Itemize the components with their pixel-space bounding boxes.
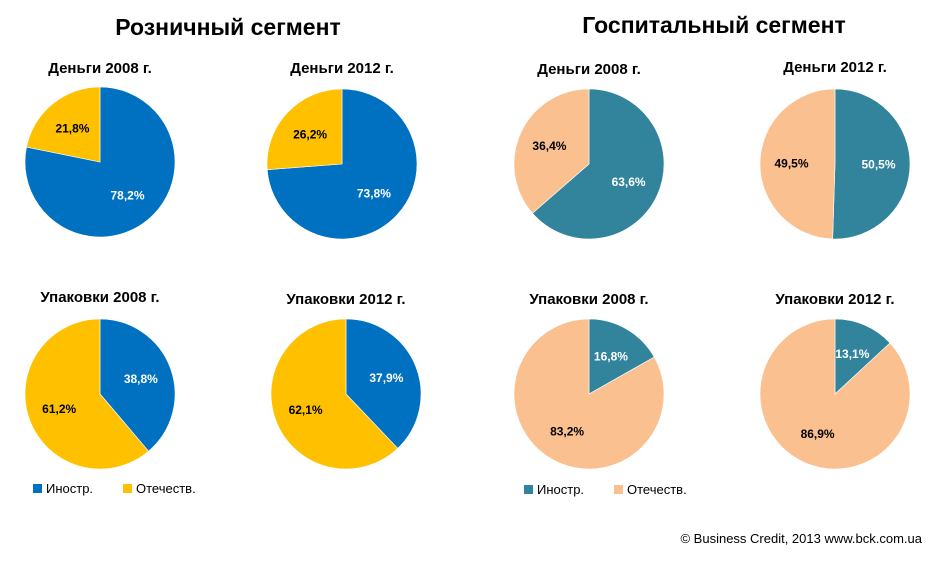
pie-slice-label: 37,9%	[369, 371, 403, 385]
pie-chart: Деньги 2012 г. 73,8% 26,2%	[266, 60, 418, 240]
pie-slice-label: 21,8%	[55, 121, 89, 135]
pie-title: Деньги 2008 г.	[537, 61, 641, 78]
pie-slice	[99, 318, 176, 452]
hospital-segment-title: Госпитальный сегмент	[582, 12, 845, 38]
pie-slice	[26, 86, 101, 163]
pie-title: Упаковки 2012 г.	[286, 291, 405, 308]
pie-title: Упаковки 2012 г.	[775, 291, 894, 308]
pie-slice	[345, 318, 422, 449]
pie-chart: Упаковки 2008 г. 16,8% 83,2%	[513, 291, 665, 470]
pie-slice-label: 16,8%	[594, 349, 628, 363]
retail-legend: Иностр. Отечеств.	[33, 481, 196, 496]
legend-swatch-domestic	[123, 484, 132, 493]
pie-slice-label: 73,8%	[357, 187, 391, 201]
pie-slice	[266, 88, 343, 170]
pie-slice-label: 50,5%	[861, 158, 895, 172]
pie-slice	[513, 88, 590, 214]
pie-slice	[532, 88, 665, 240]
pie-chart: Упаковки 2012 г. 13,1% 86,9%	[759, 291, 911, 470]
pie-title: Деньги 2012 г.	[783, 59, 887, 76]
legend-swatch-foreign	[524, 485, 533, 494]
pie-slice	[588, 318, 655, 395]
retail-segment-title: Розничный сегмент	[115, 14, 341, 40]
pie-slice	[513, 318, 665, 470]
pie-title: Деньги 2012 г.	[290, 60, 394, 77]
pie-slice-label: 49,5%	[774, 156, 808, 170]
hospital-legend: Иностр. Отечеств.	[524, 482, 687, 497]
legend-swatch-foreign	[33, 484, 42, 493]
pie-chart: Деньги 2012 г. 50,5% 49,5%	[759, 59, 911, 240]
pie-slice-label: 86,9%	[801, 427, 835, 441]
pie-chart: Упаковки 2012 г. 37,9% 62,1%	[270, 291, 422, 470]
legend-label-foreign: Иностр.	[537, 482, 584, 497]
pie-slice	[24, 86, 176, 238]
legend-label-domestic: Отечеств.	[627, 482, 687, 497]
pie-title: Деньги 2008 г.	[48, 60, 152, 77]
pie-slice-label: 78,2%	[111, 189, 145, 203]
pie-slice-label: 13,1%	[835, 347, 869, 361]
pie-title: Упаковки 2008 г.	[40, 289, 159, 306]
pie-slice	[270, 318, 399, 470]
legend-label-foreign: Иностр.	[46, 481, 93, 496]
pie-slice-label: 62,1%	[289, 403, 323, 417]
pie-chart: Деньги 2008 г. 78,2% 21,8%	[24, 60, 176, 238]
pie-slice	[832, 88, 911, 240]
pie-title: Упаковки 2008 г.	[529, 291, 648, 308]
pie-slice-label: 38,8%	[124, 372, 158, 386]
pie-slice	[834, 318, 891, 395]
pie-slice	[24, 318, 149, 470]
pie-slice-label: 61,2%	[42, 402, 76, 416]
pie-slice	[759, 318, 911, 470]
pie-slice-label: 63,6%	[612, 175, 646, 189]
legend-swatch-domestic	[614, 485, 623, 494]
pie-slice	[759, 88, 836, 240]
legend-label-domestic: Отечеств.	[136, 481, 196, 496]
pie-chart: Упаковки 2008 г. 38,8% 61,2%	[24, 289, 176, 470]
pie-slice-label: 83,2%	[550, 425, 584, 439]
pie-slice-label: 36,4%	[532, 139, 566, 153]
copyright-footer: © Business Credit, 2013 www.bck.com.ua	[680, 531, 922, 546]
pie-chart: Деньги 2008 г. 63,6% 36,4%	[513, 61, 665, 240]
pie-slice-label: 26,2%	[293, 127, 327, 141]
